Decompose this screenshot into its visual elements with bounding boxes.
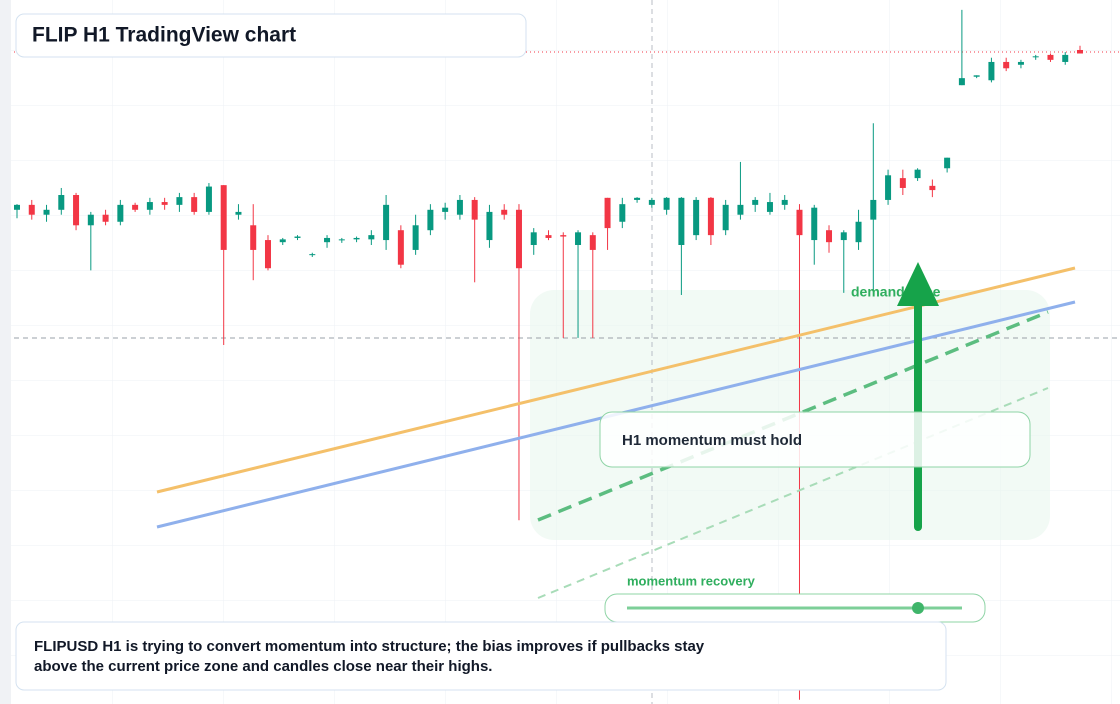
candle-body bbox=[766, 202, 773, 212]
candle-body bbox=[279, 239, 286, 243]
candle-body bbox=[929, 185, 936, 191]
candle-body bbox=[250, 225, 257, 250]
candle-body bbox=[958, 78, 965, 86]
left-toolbar bbox=[0, 0, 11, 704]
candle-body bbox=[796, 209, 803, 236]
candle-body bbox=[914, 169, 921, 179]
candle-body bbox=[663, 197, 670, 210]
candle-body bbox=[944, 157, 951, 169]
candle-body bbox=[486, 211, 493, 241]
candle-body bbox=[693, 199, 700, 236]
candle-body bbox=[1047, 54, 1054, 60]
title-box bbox=[15, 13, 527, 58]
candle-body bbox=[220, 185, 227, 250]
candle-body bbox=[1077, 49, 1083, 54]
candle-body bbox=[840, 232, 847, 241]
candle-body bbox=[264, 240, 271, 269]
candle-body bbox=[899, 178, 906, 188]
candle-body bbox=[102, 214, 109, 222]
candle-body bbox=[545, 235, 552, 238]
candle-body bbox=[442, 207, 449, 212]
candle-body bbox=[324, 237, 331, 243]
note-text: FLIPUSD H1 is trying to convert momentum… bbox=[34, 638, 705, 675]
candle-body bbox=[752, 199, 759, 205]
candle-body bbox=[575, 232, 582, 245]
candle-body bbox=[456, 199, 463, 215]
arrow-head bbox=[897, 262, 939, 306]
candle-body bbox=[176, 197, 183, 205]
candle-body bbox=[973, 75, 980, 77]
candle-body bbox=[589, 235, 596, 250]
candle-body bbox=[648, 199, 655, 205]
candle-body bbox=[1032, 56, 1039, 58]
note-box bbox=[15, 621, 947, 691]
candle-body bbox=[1017, 61, 1024, 65]
candle-body bbox=[1062, 54, 1069, 62]
candle-body bbox=[781, 199, 788, 205]
candle-body bbox=[678, 197, 685, 245]
candle-body bbox=[619, 204, 626, 222]
candle-body bbox=[383, 204, 390, 241]
candle-body bbox=[604, 197, 611, 229]
slider-knob bbox=[912, 602, 924, 614]
candle-body bbox=[634, 197, 641, 200]
candle-body bbox=[191, 197, 198, 212]
candle-body bbox=[73, 195, 80, 226]
candle-body bbox=[707, 197, 714, 236]
candle-body bbox=[501, 209, 508, 215]
candle-body bbox=[14, 204, 20, 210]
candle-body bbox=[737, 204, 744, 215]
chart-title: FLIP H1 TradingView chart bbox=[32, 24, 296, 47]
candle-body bbox=[560, 235, 567, 237]
candle-body bbox=[885, 175, 892, 200]
candle-body bbox=[205, 186, 212, 212]
candle-body bbox=[28, 204, 35, 215]
candle-body bbox=[117, 204, 124, 222]
candle-body bbox=[397, 230, 404, 265]
candle-body bbox=[1003, 61, 1010, 69]
candle-body bbox=[353, 237, 360, 240]
callout-text: H1 momentum must hold bbox=[622, 432, 802, 449]
candle-body bbox=[294, 236, 301, 238]
candles bbox=[14, 9, 1083, 700]
candle-body bbox=[412, 225, 419, 250]
candle-body bbox=[235, 211, 242, 215]
candle-body bbox=[855, 221, 862, 243]
slider-label: momentum recovery bbox=[627, 573, 756, 588]
candle-body bbox=[43, 209, 50, 215]
candle-body bbox=[988, 61, 995, 81]
candle-body bbox=[427, 209, 434, 231]
candle-body bbox=[530, 232, 537, 245]
candle-body bbox=[515, 209, 522, 269]
candle-body bbox=[161, 202, 168, 205]
trendline-dashed-light bbox=[537, 387, 1049, 599]
candle-body bbox=[132, 204, 139, 210]
candle-body bbox=[58, 195, 65, 210]
candle-body bbox=[146, 202, 153, 210]
candle-body bbox=[870, 199, 877, 220]
candle-body bbox=[338, 239, 345, 241]
candle-body bbox=[722, 204, 729, 231]
callout-box bbox=[599, 411, 1031, 468]
candle-body bbox=[811, 207, 818, 241]
candle-body bbox=[309, 254, 316, 256]
candle-body bbox=[368, 235, 375, 240]
candle-body bbox=[826, 230, 833, 243]
candle-body bbox=[471, 199, 478, 220]
candle-body bbox=[87, 214, 94, 226]
